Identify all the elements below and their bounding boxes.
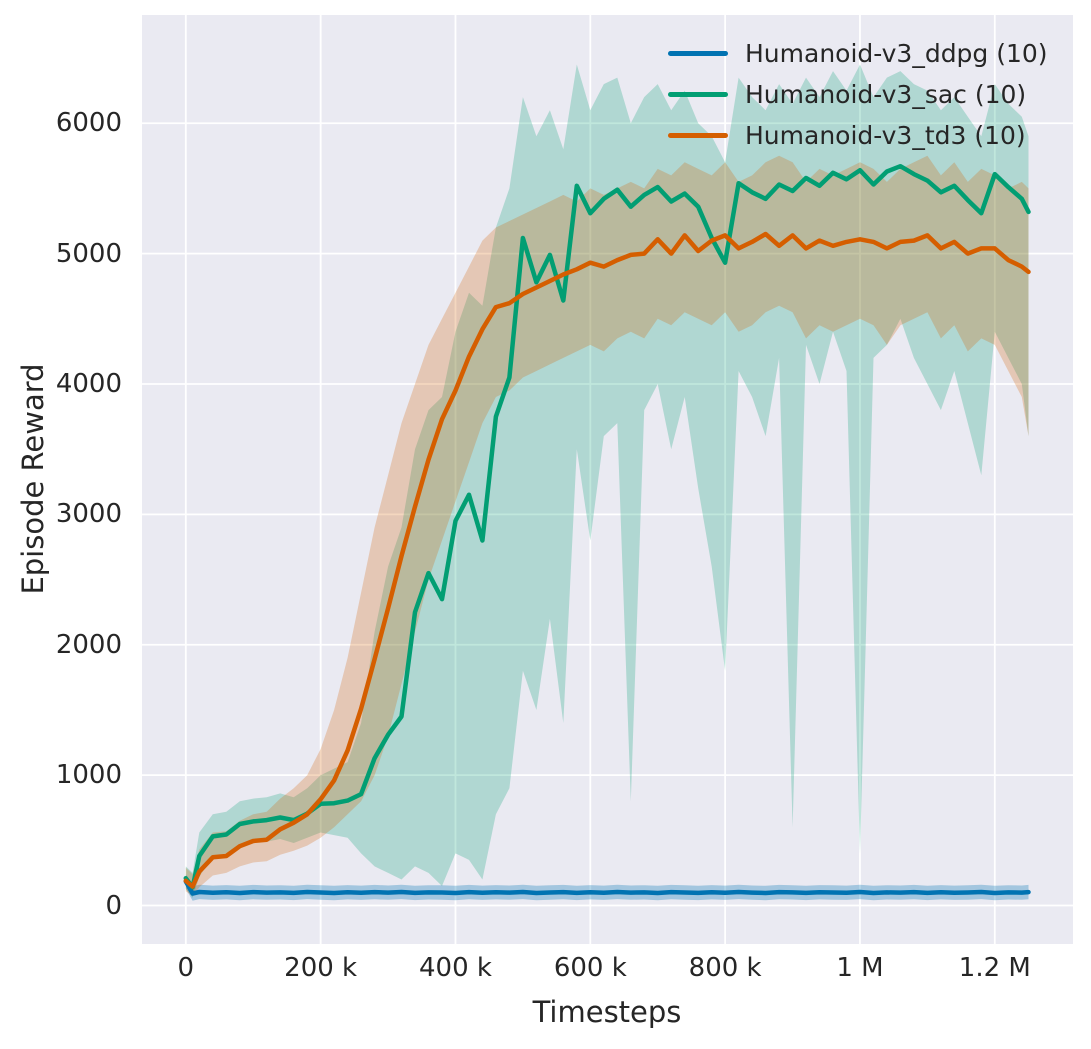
plot-background: [142, 15, 1073, 944]
legend-item-td3: Humanoid-v3_td3 (10): [668, 115, 1048, 156]
sac-confidence-band: [185, 64, 1029, 898]
series-layer: [183, 64, 1031, 901]
legend-label-td3: Humanoid-v3_td3 (10): [745, 121, 1026, 150]
x-axis-label: Timesteps: [532, 995, 682, 1029]
legend-label-sac: Humanoid-v3_sac (10): [745, 80, 1027, 109]
td3-line-swatch-icon: [668, 133, 728, 138]
x-tick-label: 800 k: [688, 953, 762, 983]
x-tick-label: 1.2 M: [958, 953, 1031, 983]
y-tick-label: 6000: [55, 108, 122, 139]
y-tick-label: 3000: [55, 499, 122, 530]
x-tick-label: 400 k: [418, 953, 492, 983]
sac-line-swatch-icon: [668, 92, 728, 97]
y-tick-label: 0: [105, 890, 122, 921]
x-tick-label: 200 k: [284, 953, 358, 983]
gridlines: [142, 15, 1073, 944]
legend-label-ddpg: Humanoid-v3_ddpg (10): [745, 39, 1048, 68]
y-tick-label: 1000: [55, 760, 122, 791]
y-tick-label: 5000: [55, 238, 122, 269]
legend-item-ddpg: Humanoid-v3_ddpg (10): [668, 33, 1048, 74]
y-tick-label: 4000: [55, 368, 122, 399]
y-tick-label: 2000: [55, 629, 122, 660]
td3-confidence-band: [185, 155, 1029, 897]
ddpg-line: [183, 879, 1031, 896]
x-tick-label: 600 k: [553, 953, 627, 983]
td3-line: [183, 231, 1031, 889]
x-tick-label: 1 M: [836, 953, 884, 983]
x-tick-label: 0: [177, 953, 195, 983]
y-axis-label: Episode Reward: [16, 363, 50, 595]
legend-item-sac: Humanoid-v3_sac (10): [668, 74, 1048, 115]
ddpg-line-swatch-icon: [668, 51, 728, 56]
legend: Humanoid-v3_ddpg (10) Humanoid-v3_sac (1…: [668, 33, 1048, 156]
